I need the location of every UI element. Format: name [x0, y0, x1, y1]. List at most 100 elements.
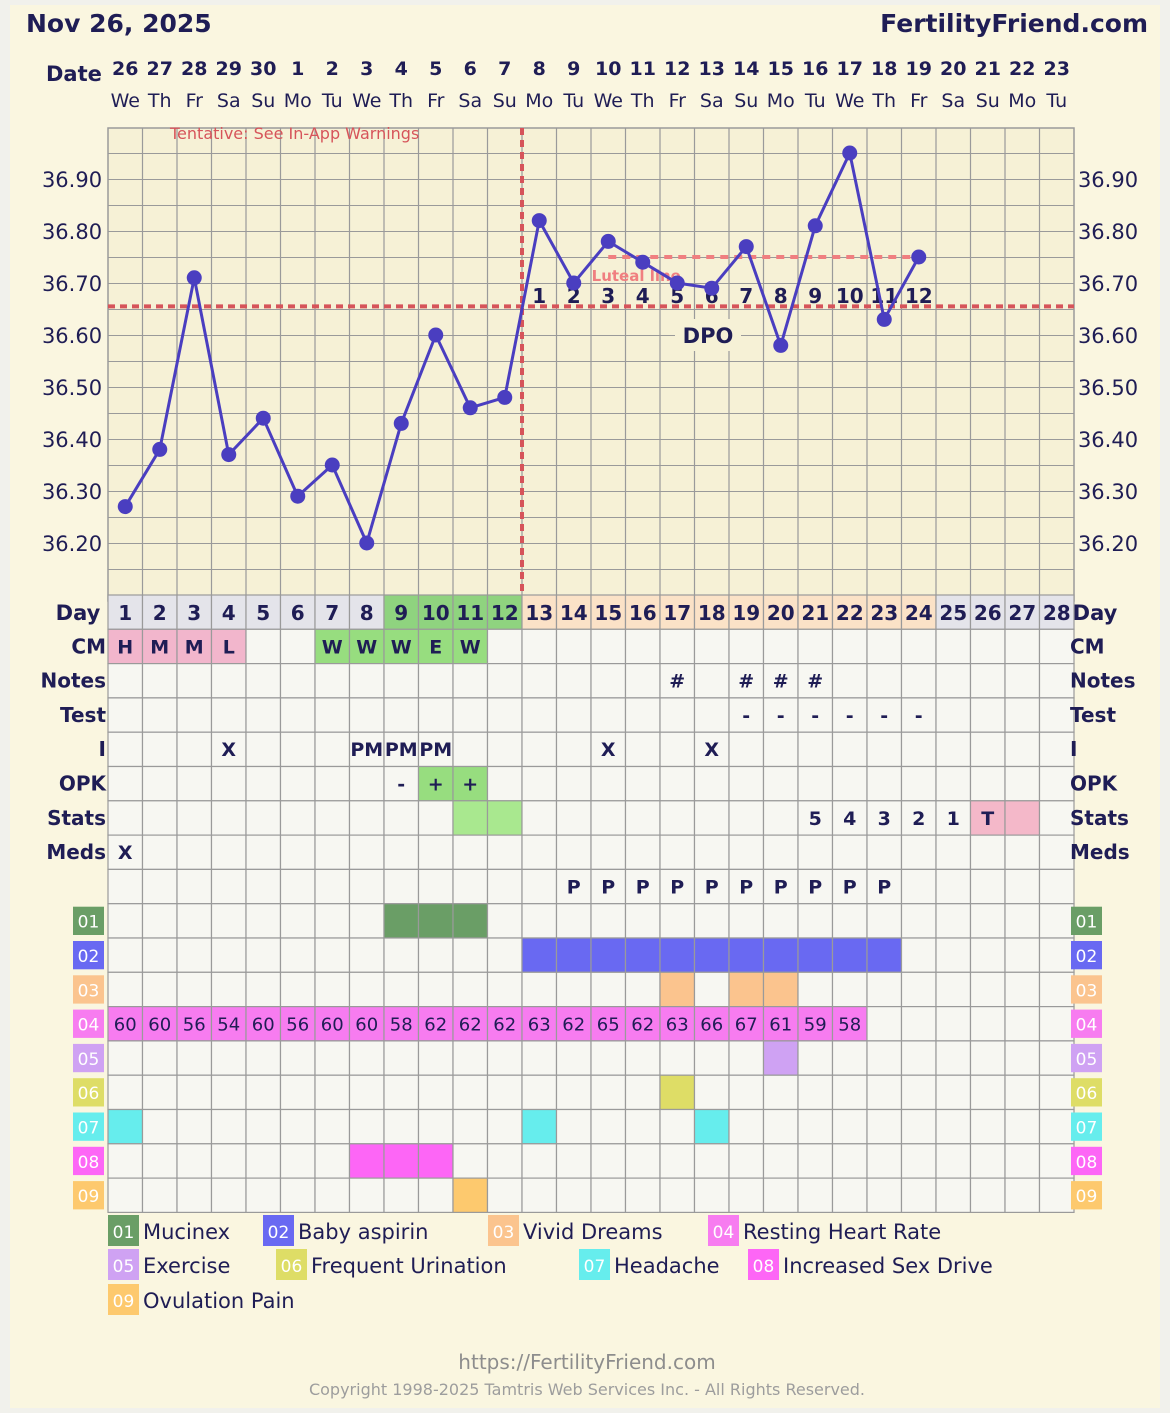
i-cell	[728, 731, 765, 768]
cm-cell	[624, 628, 661, 665]
cm-cell	[831, 628, 868, 665]
symptom-cell	[1004, 971, 1041, 1008]
stats-cell	[107, 800, 144, 836]
dpo-number: 1	[532, 284, 546, 308]
cm-value: W	[391, 636, 412, 658]
symptom-cell	[935, 903, 972, 939]
stats-cell	[210, 800, 247, 836]
stats-cell	[762, 800, 799, 836]
footer-url[interactable]: https://FertilityFriend.com	[458, 1350, 715, 1374]
test-cell	[797, 697, 834, 733]
symptom-cell	[866, 1177, 903, 1213]
symptom-cell	[279, 1040, 316, 1076]
symptom-cell	[348, 1005, 385, 1042]
meds-cell	[314, 834, 351, 870]
cycle-day-number: 18	[698, 601, 726, 625]
heart-rate-value: 63	[666, 1015, 689, 1036]
weekday-label: Su	[493, 90, 517, 112]
cm-cell	[521, 628, 558, 665]
symptom-cell	[107, 1143, 144, 1179]
temperature-point	[911, 249, 927, 265]
symptom-cell	[555, 1177, 592, 1213]
symptom-cell	[452, 1074, 489, 1111]
symptom-cell	[107, 1108, 144, 1145]
symptom-cell	[555, 903, 592, 939]
symptom-code-badge	[73, 1146, 104, 1176]
symptom-cell	[486, 1005, 523, 1042]
symptom-cell	[590, 1108, 627, 1145]
p-cell	[210, 868, 247, 905]
meds-cell	[797, 834, 834, 870]
cm-cell	[383, 628, 420, 665]
test-cell	[417, 697, 454, 733]
dpo-number: 7	[739, 284, 753, 308]
notes-cell	[797, 662, 834, 699]
symptom-cell	[348, 1040, 385, 1076]
test-value: -	[846, 705, 854, 727]
symptom-cell	[279, 1108, 316, 1145]
i-value: PM	[385, 739, 418, 761]
symptom-cell	[486, 971, 523, 1008]
symptom-cell	[486, 1177, 523, 1213]
p-cell	[348, 868, 385, 905]
symptom-cell	[624, 1005, 661, 1042]
day-cell	[555, 594, 592, 630]
symptom-code-left: 04	[78, 1016, 100, 1036]
test-value: -	[880, 705, 888, 727]
opk-cell	[900, 765, 937, 802]
symptom-cell	[486, 1074, 523, 1111]
symptom-cell	[555, 1108, 592, 1145]
test-cell	[693, 697, 730, 733]
notes-cell	[555, 662, 592, 699]
symptom-cell	[383, 937, 420, 973]
symptom-cell	[245, 1074, 282, 1111]
legend-code: 01	[113, 1223, 135, 1243]
symptom-cell	[417, 1177, 454, 1213]
date-number: 27	[147, 58, 173, 80]
test-cell	[1038, 697, 1075, 733]
symptom-code-badge	[1071, 1078, 1102, 1107]
symptom-cell	[762, 971, 799, 1008]
symptom-cell	[624, 971, 661, 1008]
stats-cell	[279, 800, 316, 836]
symptom-code-badge	[1071, 975, 1102, 1004]
temperature-point	[359, 535, 375, 551]
symptom-cell	[245, 1005, 282, 1042]
symptom-cell	[762, 1108, 799, 1145]
stats-cell	[624, 800, 661, 836]
meds-cell	[383, 834, 420, 870]
tentative-warning: Tentative: See In-App Warnings	[169, 124, 419, 143]
p-value: P	[705, 876, 719, 898]
test-cell	[348, 697, 385, 733]
symptom-legend: 01 Mucinex 02 Baby aspirin 03 Vivid Dreams 04 R…	[108, 1215, 993, 1315]
symptom-code-left: 02	[78, 947, 100, 967]
symptom-cell	[659, 903, 696, 939]
weekday-label: Su	[251, 90, 275, 112]
p-cell	[935, 868, 972, 905]
heart-rate-value: 62	[493, 1015, 516, 1036]
symptom-cell	[210, 1108, 247, 1145]
symptom-cell	[831, 1074, 868, 1111]
weekday-label: Sa	[217, 90, 241, 112]
legend-label: Mucinex	[143, 1220, 230, 1244]
i-cell	[486, 731, 523, 768]
legend-code: 06	[281, 1257, 303, 1277]
symptom-cell	[176, 937, 213, 973]
cm-cell	[486, 628, 523, 665]
meds-cell	[1004, 834, 1041, 870]
symptom-cell	[245, 1108, 282, 1145]
day-cell	[486, 594, 523, 630]
stats-cell	[141, 800, 178, 836]
symptom-cell	[1004, 1108, 1041, 1145]
stats-cell	[314, 800, 351, 836]
stats-value: 4	[843, 808, 856, 830]
p-cell	[866, 868, 903, 905]
i-cell	[521, 731, 558, 768]
stats-cell	[1004, 800, 1041, 836]
meds-cell	[728, 834, 765, 870]
date-number: 26	[112, 58, 138, 80]
notes-cell	[245, 662, 282, 699]
symptom-cell	[969, 937, 1006, 973]
heart-rate-value: 60	[148, 1015, 171, 1036]
cm-cell	[417, 628, 454, 665]
